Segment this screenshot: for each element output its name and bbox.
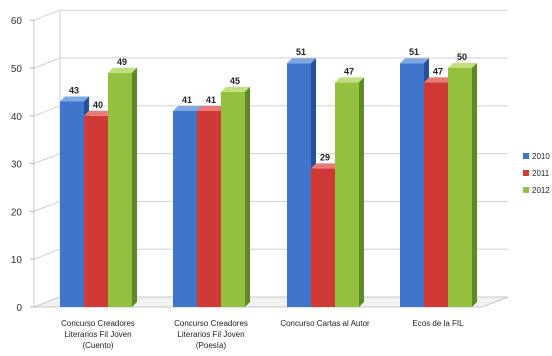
bar-top	[60, 96, 89, 102]
bar-side	[245, 86, 250, 308]
legend: 2010 2011 2012	[523, 152, 550, 195]
bar-front	[221, 91, 245, 308]
bar-top	[287, 58, 316, 64]
legend-label: 2010	[532, 152, 550, 161]
data-label: 41	[182, 95, 192, 105]
y-tick-label: 40	[11, 112, 23, 123]
data-label: 51	[409, 47, 419, 57]
gridline-diagonal	[33, 153, 61, 165]
data-label: 45	[230, 76, 240, 86]
y-tick-label: 50	[11, 64, 23, 75]
bar-top	[424, 77, 453, 83]
x-tick-label: Literarios Fil Joven	[177, 330, 244, 339]
x-tick-label: Ecos de la FIL	[412, 319, 464, 328]
gridline-diagonal	[33, 200, 61, 212]
x-tick-label: Concurso Creadores	[61, 319, 135, 328]
y-tick-label: 60	[11, 16, 23, 27]
bar-front	[448, 68, 472, 307]
gridline-diagonal	[33, 57, 61, 69]
bar-front	[424, 82, 448, 307]
bar-front	[400, 63, 424, 307]
y-tick-label: 30	[11, 160, 23, 171]
y-tick-label: 20	[11, 207, 23, 218]
bar-front	[108, 72, 132, 307]
gridline-diagonal	[33, 105, 61, 117]
data-label: 41	[206, 95, 216, 105]
bar-front	[173, 111, 197, 308]
x-tick-label: Concurso Creadores	[174, 319, 248, 328]
bar-top	[197, 106, 226, 112]
data-label: 50	[457, 52, 467, 62]
bar-front	[84, 115, 108, 307]
x-tick-label: (Poesía)	[196, 341, 227, 350]
data-label: 47	[433, 66, 443, 76]
bars	[60, 58, 477, 308]
bar-side	[472, 63, 477, 307]
bar-2012-3	[448, 63, 477, 307]
legend-label: 2012	[532, 186, 550, 195]
bar-top	[311, 163, 340, 169]
bar-top	[108, 67, 137, 73]
x-axis-tick-labels: Concurso Creadores Literarios Fil Joven (C…	[61, 319, 464, 350]
data-label: 29	[320, 152, 330, 162]
bar-top	[335, 77, 364, 83]
bar-2012-0	[108, 67, 137, 307]
bar-top	[84, 110, 113, 116]
bar-top	[221, 86, 250, 92]
y-axis-tick-labels: 0 10 20 30 40 50 60	[11, 16, 23, 314]
data-labels: 43 40 49 41 41 45 51 29 47 51 47 50	[69, 47, 467, 162]
y-tick-label: 10	[11, 255, 23, 266]
gridline-diagonal	[33, 9, 61, 21]
bar-front	[311, 168, 335, 307]
legend-swatch	[523, 187, 529, 193]
bar-side	[359, 77, 364, 307]
data-label: 40	[93, 100, 103, 110]
bar-side	[132, 67, 137, 307]
legend-item-2012: 2012	[523, 186, 550, 195]
x-tick-label: Literarios Fil Joven	[64, 330, 131, 339]
legend-swatch	[523, 170, 529, 176]
x-tick-label: (Cuento)	[82, 341, 113, 350]
bar-top	[400, 58, 429, 64]
legend-item-2011: 2011	[523, 169, 550, 178]
legend-swatch	[523, 153, 529, 159]
bar-top	[173, 106, 202, 112]
bar-front	[60, 101, 84, 308]
data-label: 51	[296, 47, 306, 57]
legend-item-2010: 2010	[523, 152, 550, 161]
bar-2012-1	[221, 86, 250, 308]
data-label: 43	[69, 85, 79, 95]
gridline-diagonal	[33, 248, 61, 260]
bar-front	[335, 82, 359, 307]
bar-front	[287, 63, 311, 307]
bar-front	[197, 111, 221, 308]
data-label: 47	[344, 66, 354, 76]
data-label: 49	[117, 57, 127, 67]
bar-top	[448, 63, 477, 68]
x-tick-label: Concurso Cartas al Autor	[280, 319, 370, 328]
legend-label: 2011	[532, 169, 550, 178]
bar-2012-2	[335, 77, 364, 307]
y-tick-label: 0	[16, 303, 22, 314]
